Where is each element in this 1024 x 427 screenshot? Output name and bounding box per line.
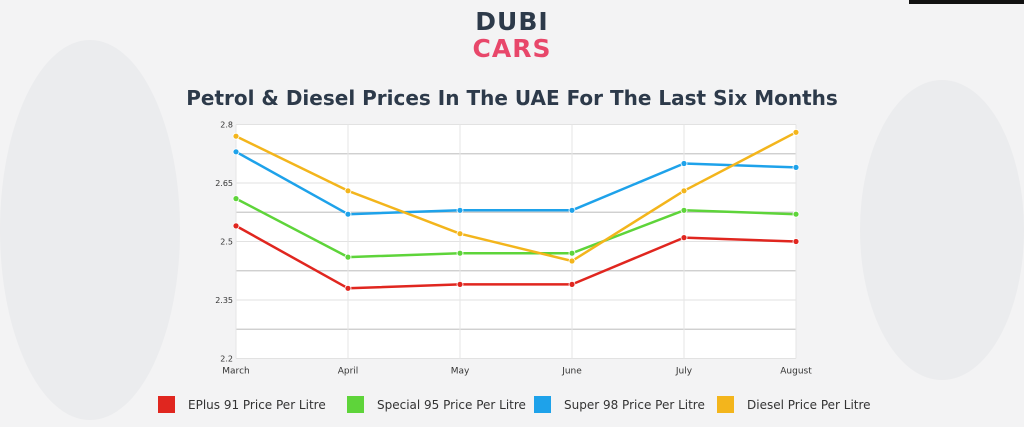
data-point	[568, 249, 576, 257]
legend-swatch	[347, 396, 364, 413]
series-line-2	[235, 150, 797, 216]
data-point	[792, 163, 800, 171]
legend-item: Super 98 Price Per Litre	[534, 396, 705, 413]
y-tick-label: 2.2	[220, 355, 233, 364]
legend-item: Diesel Price Per Litre	[717, 396, 871, 413]
y-tick-label: 2.35	[215, 296, 233, 305]
data-point	[344, 284, 352, 292]
data-point	[568, 280, 576, 288]
legend-label: Special 95 Price Per Litre	[377, 397, 526, 412]
x-tick-label: June	[561, 367, 582, 377]
data-point	[568, 206, 576, 214]
data-point	[232, 222, 240, 230]
legend-swatch	[158, 396, 175, 413]
data-point	[232, 132, 240, 140]
legend-label: EPlus 91 Price Per Litre	[188, 397, 326, 412]
logo-line-1: DUBI	[475, 7, 549, 36]
data-point	[344, 210, 352, 218]
data-point	[344, 187, 352, 195]
legend-item: Special 95 Price Per Litre	[347, 396, 526, 413]
data-point	[232, 148, 240, 156]
data-point	[456, 280, 464, 288]
background-shape	[0, 40, 180, 420]
data-point	[232, 195, 240, 203]
x-tick-label: July	[675, 367, 693, 377]
data-point	[680, 160, 688, 167]
data-point	[792, 210, 800, 218]
y-tick-label: 2.5	[220, 238, 233, 247]
x-tick-label: March	[222, 367, 249, 377]
x-tick-label: August	[780, 367, 812, 377]
series-line-0	[235, 224, 797, 290]
legend-label: Super 98 Price Per Litre	[564, 397, 705, 412]
data-point	[680, 187, 688, 195]
series-line-3	[235, 131, 797, 263]
y-tick-label: 2.8	[220, 121, 233, 130]
data-point	[568, 257, 576, 265]
data-point	[680, 206, 688, 214]
data-point	[456, 249, 464, 257]
data-point	[456, 206, 464, 214]
data-point	[344, 253, 352, 261]
data-point	[456, 230, 464, 238]
data-point	[680, 234, 688, 242]
y-tick-label: 2.65	[215, 179, 233, 188]
legend-label: Diesel Price Per Litre	[747, 397, 871, 412]
legend-swatch	[717, 396, 734, 413]
legend-swatch	[534, 396, 551, 413]
data-point	[792, 238, 800, 245]
dubicars-logo: DUBI CARS	[0, 8, 1024, 62]
background-shape	[860, 80, 1024, 380]
x-tick-label: May	[451, 367, 470, 377]
legend: EPlus 91 Price Per Litre Special 95 Price…	[0, 396, 1024, 416]
legend-item: EPlus 91 Price Per Litre	[158, 396, 326, 413]
corner-bar	[909, 0, 1024, 4]
logo-line-2: CARS	[472, 34, 552, 63]
x-tick-label: April	[338, 367, 359, 377]
chart-title: Petrol & Diesel Prices In The UAE For Th…	[186, 86, 838, 110]
data-point	[792, 128, 800, 136]
series-line-1	[235, 197, 797, 259]
